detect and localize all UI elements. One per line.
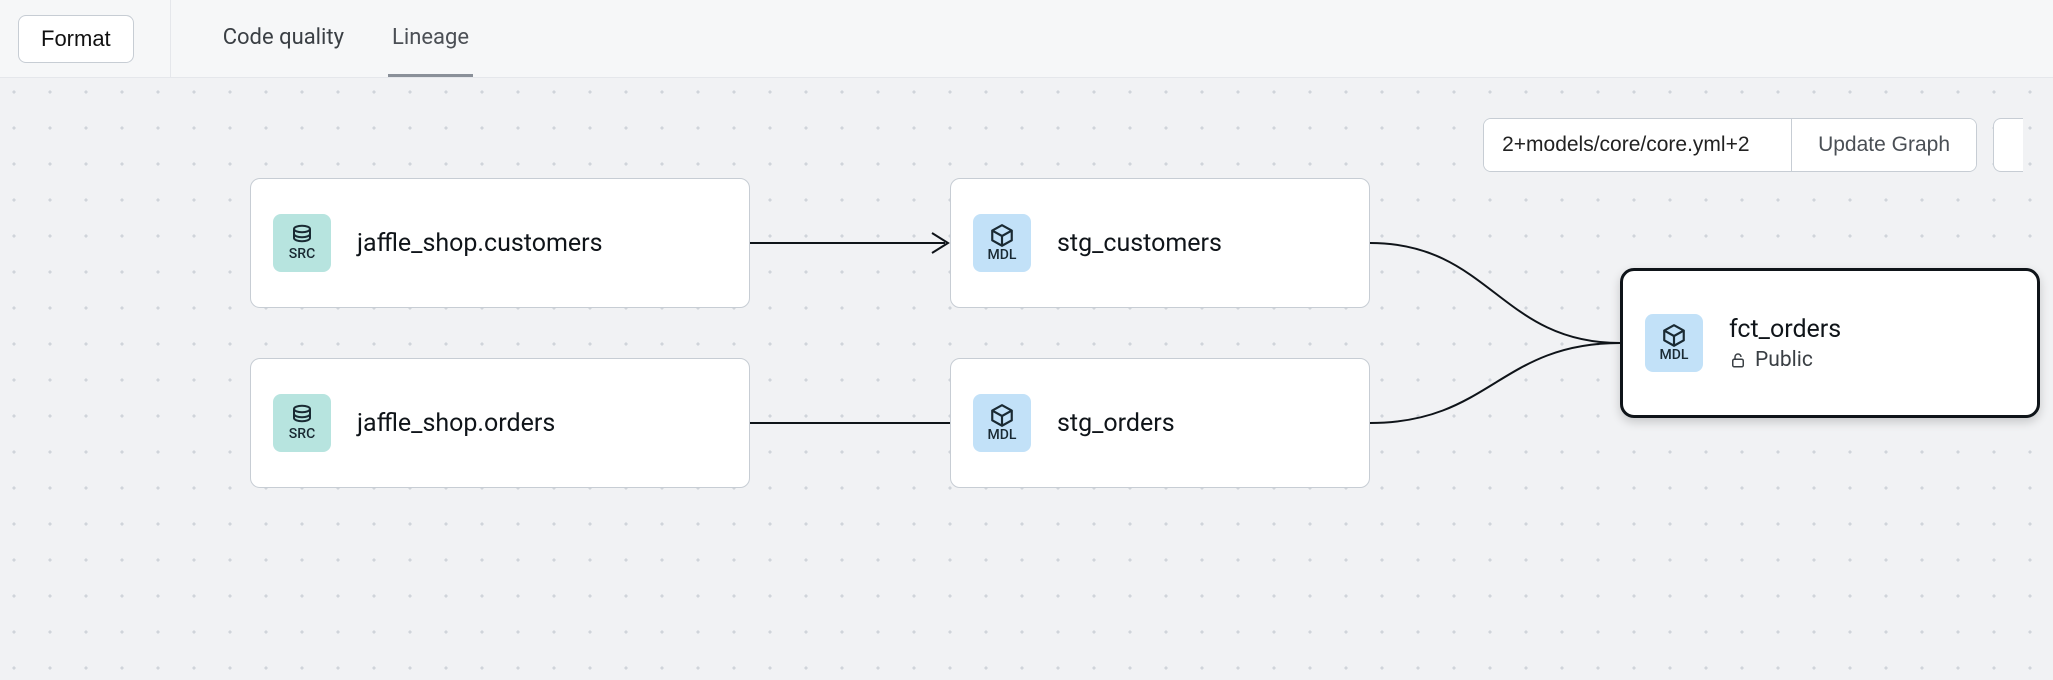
tab-lineage[interactable]: Lineage [388,0,473,77]
badge-kind-label: MDL [1660,347,1689,363]
toolbar: Format Code quality Lineage [0,0,2053,78]
toolbar-divider [170,0,171,77]
update-graph-button[interactable]: Update Graph [1791,119,1976,171]
node-stg-orders[interactable]: MDL stg_orders [950,358,1370,488]
badge-kind-label: MDL [988,427,1017,443]
node-stg-customers[interactable]: MDL stg_customers [950,178,1370,308]
cube-icon [1661,323,1687,349]
node-access: Public [1729,348,1841,372]
cube-icon [989,403,1015,429]
model-badge: MDL [1645,314,1703,372]
cube-icon [989,223,1015,249]
lineage-canvas[interactable]: Update Graph SRC jaffle_shop.customers [0,78,2053,680]
database-icon [289,224,315,248]
database-icon [289,404,315,428]
node-src-orders[interactable]: SRC jaffle_shop.orders [250,358,750,488]
tab-bar: Code quality Lineage [219,0,473,77]
node-title: stg_customers [1057,229,1222,258]
badge-kind-label: SRC [289,426,315,442]
node-src-customers[interactable]: SRC jaffle_shop.customers [250,178,750,308]
tab-code-quality[interactable]: Code quality [219,0,348,77]
node-access-label: Public [1755,348,1813,372]
unlock-icon [1729,351,1747,369]
source-badge: SRC [273,214,331,272]
node-title: jaffle_shop.orders [357,409,555,438]
badge-kind-label: MDL [988,247,1017,263]
filter-overflow-stub [1993,118,2023,172]
badge-kind-label: SRC [289,246,315,262]
format-button[interactable]: Format [18,15,134,63]
source-badge: SRC [273,394,331,452]
node-fct-orders[interactable]: MDL fct_orders Public [1620,268,2040,418]
node-text: fct_orders Public [1729,315,1841,372]
lineage-filter-input[interactable] [1484,119,1791,171]
model-badge: MDL [973,394,1031,452]
node-title: stg_orders [1057,409,1175,438]
node-title: fct_orders [1729,315,1841,344]
filter-bar: Update Graph [1483,118,2023,172]
model-badge: MDL [973,214,1031,272]
filter-group: Update Graph [1483,118,1977,172]
node-title: jaffle_shop.customers [357,229,603,258]
